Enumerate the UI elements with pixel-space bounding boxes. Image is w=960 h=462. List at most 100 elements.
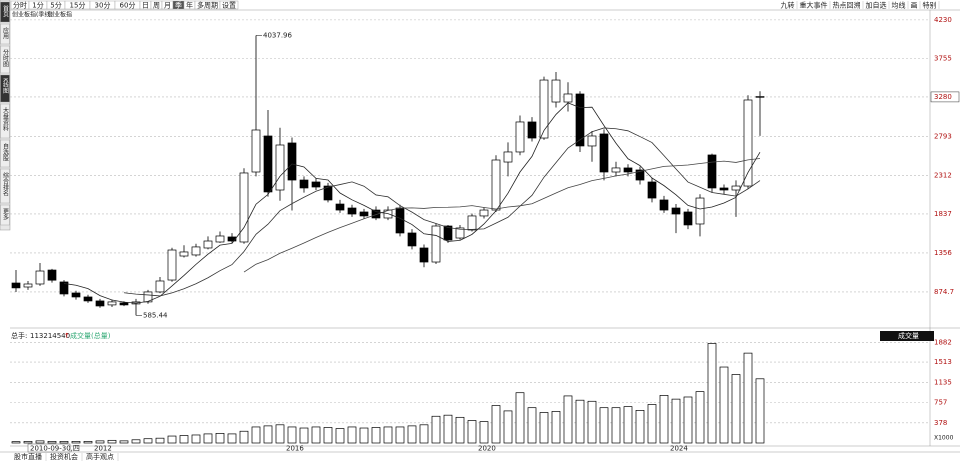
- bottom-tab[interactable]: 股市直播: [14, 452, 42, 461]
- y-tick-label: 757: [934, 399, 947, 407]
- candle-body: [539, 79, 549, 139]
- period-label[interactable]: 1分: [32, 1, 43, 10]
- candle-body: [275, 144, 285, 191]
- sidebar-item[interactable]: [0, 168, 10, 204]
- y-tick-label: 4230: [934, 16, 952, 24]
- sidebar-label[interactable]: 分时图: [2, 48, 9, 68]
- sidebar-label[interactable]: 首页: [2, 4, 9, 18]
- volume-bar: [107, 439, 117, 444]
- volume-bar: [611, 407, 621, 444]
- tool-button[interactable]: 重大事件: [800, 1, 828, 10]
- volume-bar: [251, 426, 261, 444]
- bottom-tab[interactable]: 投资机会: [50, 452, 78, 461]
- candle-body: [575, 93, 585, 147]
- sidebar-label[interactable]: 应用: [2, 26, 9, 40]
- candle-body: [407, 232, 417, 247]
- candle-body: [479, 209, 489, 217]
- moving-average-line: [123, 127, 761, 297]
- candle-body: [551, 79, 561, 103]
- candle-body: [263, 135, 273, 193]
- sidebar-item[interactable]: [0, 204, 10, 226]
- y-tick-label: 378: [934, 419, 947, 427]
- volume-bar: [275, 424, 285, 444]
- volume-bar: [371, 427, 381, 444]
- sidebar-label[interactable]: 自选股: [2, 142, 9, 162]
- sidebar-item[interactable]: [0, 74, 10, 103]
- volume-selector-label[interactable]: 成交量: [898, 331, 919, 340]
- tool-button[interactable]: 画: [911, 2, 918, 10]
- candle-body: [563, 93, 573, 103]
- volume-bar: [623, 406, 633, 444]
- volume-bar: [635, 410, 645, 444]
- volume-bar: [359, 427, 369, 444]
- volume-bar: [551, 411, 561, 444]
- period-label[interactable]: 周: [153, 2, 160, 10]
- y-tick-label: 1135: [934, 378, 952, 386]
- candle-body: [587, 135, 597, 147]
- period-label[interactable]: 分时: [13, 1, 27, 10]
- candle-body: [659, 199, 669, 211]
- candle-body: [167, 249, 177, 281]
- sidebar-label[interactable]: 大盘资料: [2, 106, 9, 132]
- candle-body: [95, 300, 105, 307]
- period-label[interactable]: 30分: [95, 1, 111, 10]
- sidebar-item[interactable]: [0, 103, 10, 139]
- sidebar-item[interactable]: [0, 139, 10, 168]
- volume-bar: [731, 374, 741, 444]
- tool-button[interactable]: 均线: [892, 1, 906, 10]
- volume-bar: [671, 398, 681, 444]
- candle-body: [119, 302, 129, 306]
- period-label[interactable]: 设置: [222, 1, 236, 10]
- sidebar-label[interactable]: 综合排名: [2, 171, 9, 197]
- candle-body: [47, 269, 57, 281]
- period-button[interactable]: [219, 0, 239, 10]
- sidebar-item[interactable]: [0, 23, 10, 45]
- sidebar-label[interactable]: K线图: [2, 78, 9, 95]
- period-label[interactable]: 60分: [120, 1, 136, 10]
- volume-total: 113214540: [30, 332, 70, 340]
- candle-body: [191, 246, 201, 256]
- candle-body: [467, 215, 477, 231]
- tool-button[interactable]: 九转: [781, 1, 795, 10]
- period-label[interactable]: 日: [142, 2, 149, 10]
- bottom-tab[interactable]: 高手观点: [86, 452, 114, 461]
- volume-bar: [527, 407, 537, 444]
- volume-bar: [23, 441, 33, 444]
- sidebar-label[interactable]: 更多: [2, 208, 9, 221]
- volume-bar: [407, 425, 417, 444]
- sidebar-item[interactable]: [0, 45, 10, 74]
- volume-bar: [203, 433, 213, 444]
- period-label[interactable]: 月: [164, 2, 171, 10]
- period-label[interactable]: 年: [186, 1, 193, 10]
- candle-body: [755, 96, 765, 98]
- tool-button[interactable]: 特别: [923, 1, 937, 10]
- candle-body: [215, 235, 225, 243]
- volume-bar: [95, 440, 105, 444]
- volume-total-label: 总手:: [11, 331, 27, 340]
- sidebar-item[interactable]: [0, 1, 10, 23]
- volume-bar: [707, 343, 717, 444]
- period-label[interactable]: 多周期: [197, 1, 218, 10]
- volume-selector[interactable]: [880, 331, 934, 341]
- candle-body: [155, 280, 165, 293]
- volume-bar: [599, 407, 609, 444]
- candle-body: [83, 296, 93, 302]
- candle-body: [239, 172, 249, 243]
- period-label[interactable]: 5分: [50, 1, 61, 10]
- volume-title: 成交量(总量): [70, 331, 111, 340]
- volume-bar: [755, 378, 765, 444]
- volume-bar: [503, 410, 513, 444]
- period-label[interactable]: 季: [175, 1, 182, 10]
- moving-average-line: [63, 102, 761, 304]
- volume-bar: [59, 441, 69, 444]
- tool-button[interactable]: 加自选: [866, 1, 887, 10]
- y-tick-label: 1513: [934, 358, 952, 366]
- volume-bar: [647, 404, 657, 444]
- candle-body: [323, 185, 333, 201]
- tool-button[interactable]: 热点回溯: [833, 1, 861, 10]
- period-label[interactable]: 15分: [70, 1, 86, 10]
- candle-body: [359, 211, 369, 217]
- volume-bar: [47, 441, 57, 444]
